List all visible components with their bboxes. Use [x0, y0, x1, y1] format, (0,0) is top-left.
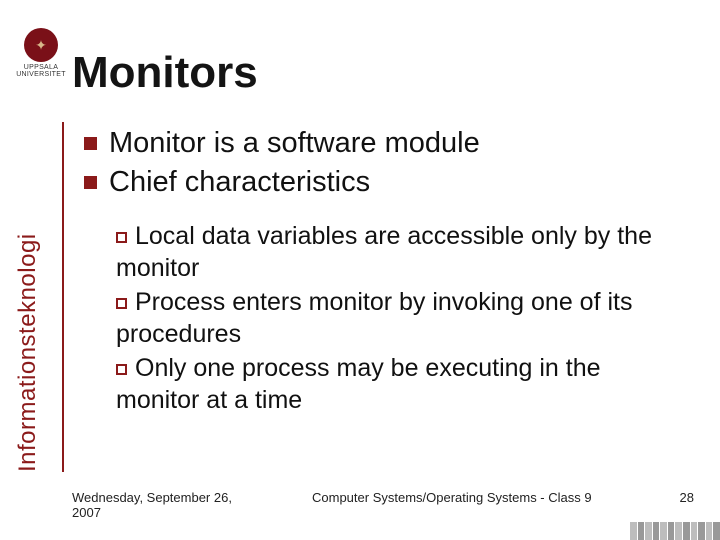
university-logo: ✦ UPPSALA UNIVERSITET: [16, 28, 66, 78]
sub-bullet-text: Local data variables are accessible only…: [116, 222, 652, 282]
sub-bullet-text: Process enters monitor by invoking one o…: [116, 288, 632, 348]
footer-course: Computer Systems/Operating Systems - Cla…: [262, 490, 654, 520]
slide-title: Monitors: [72, 48, 258, 98]
bullet-level2: Only one process may be executing in the…: [116, 352, 690, 416]
logo-seal: ✦: [24, 28, 58, 62]
square-bullet-icon: [84, 137, 97, 150]
sidebar-label: Informationsteknologi: [14, 233, 42, 472]
bullet-level2: Process enters monitor by invoking one o…: [116, 286, 690, 350]
logo-text-line1: UPPSALA: [16, 64, 66, 71]
sidebar-rule: [62, 122, 64, 472]
hollow-square-icon: [116, 232, 127, 243]
footer-page-number: 28: [654, 490, 694, 520]
square-bullet-icon: [84, 176, 97, 189]
logo-text-line2: UNIVERSITET: [16, 71, 66, 78]
sidebar: Informationsteknologi: [20, 122, 64, 472]
hollow-square-icon: [116, 364, 127, 375]
sub-bullet-text: Only one process may be executing in the…: [116, 354, 601, 414]
sub-bullet-list: Local data variables are accessible only…: [116, 220, 690, 416]
content-area: Monitor is a software module Chief chara…: [80, 126, 690, 418]
bullet-text: Monitor is a software module: [109, 126, 480, 161]
logo-glyph: ✦: [35, 38, 47, 52]
bullet-text: Chief characteristics: [109, 165, 370, 200]
corner-decoration: [630, 522, 720, 540]
slide-footer: Wednesday, September 26, 2007 Computer S…: [72, 490, 694, 520]
footer-date: Wednesday, September 26, 2007: [72, 490, 262, 520]
bullet-level2: Local data variables are accessible only…: [116, 220, 690, 284]
bullet-level1: Monitor is a software module: [80, 126, 690, 161]
hollow-square-icon: [116, 298, 127, 309]
bullet-level1: Chief characteristics: [80, 165, 690, 200]
